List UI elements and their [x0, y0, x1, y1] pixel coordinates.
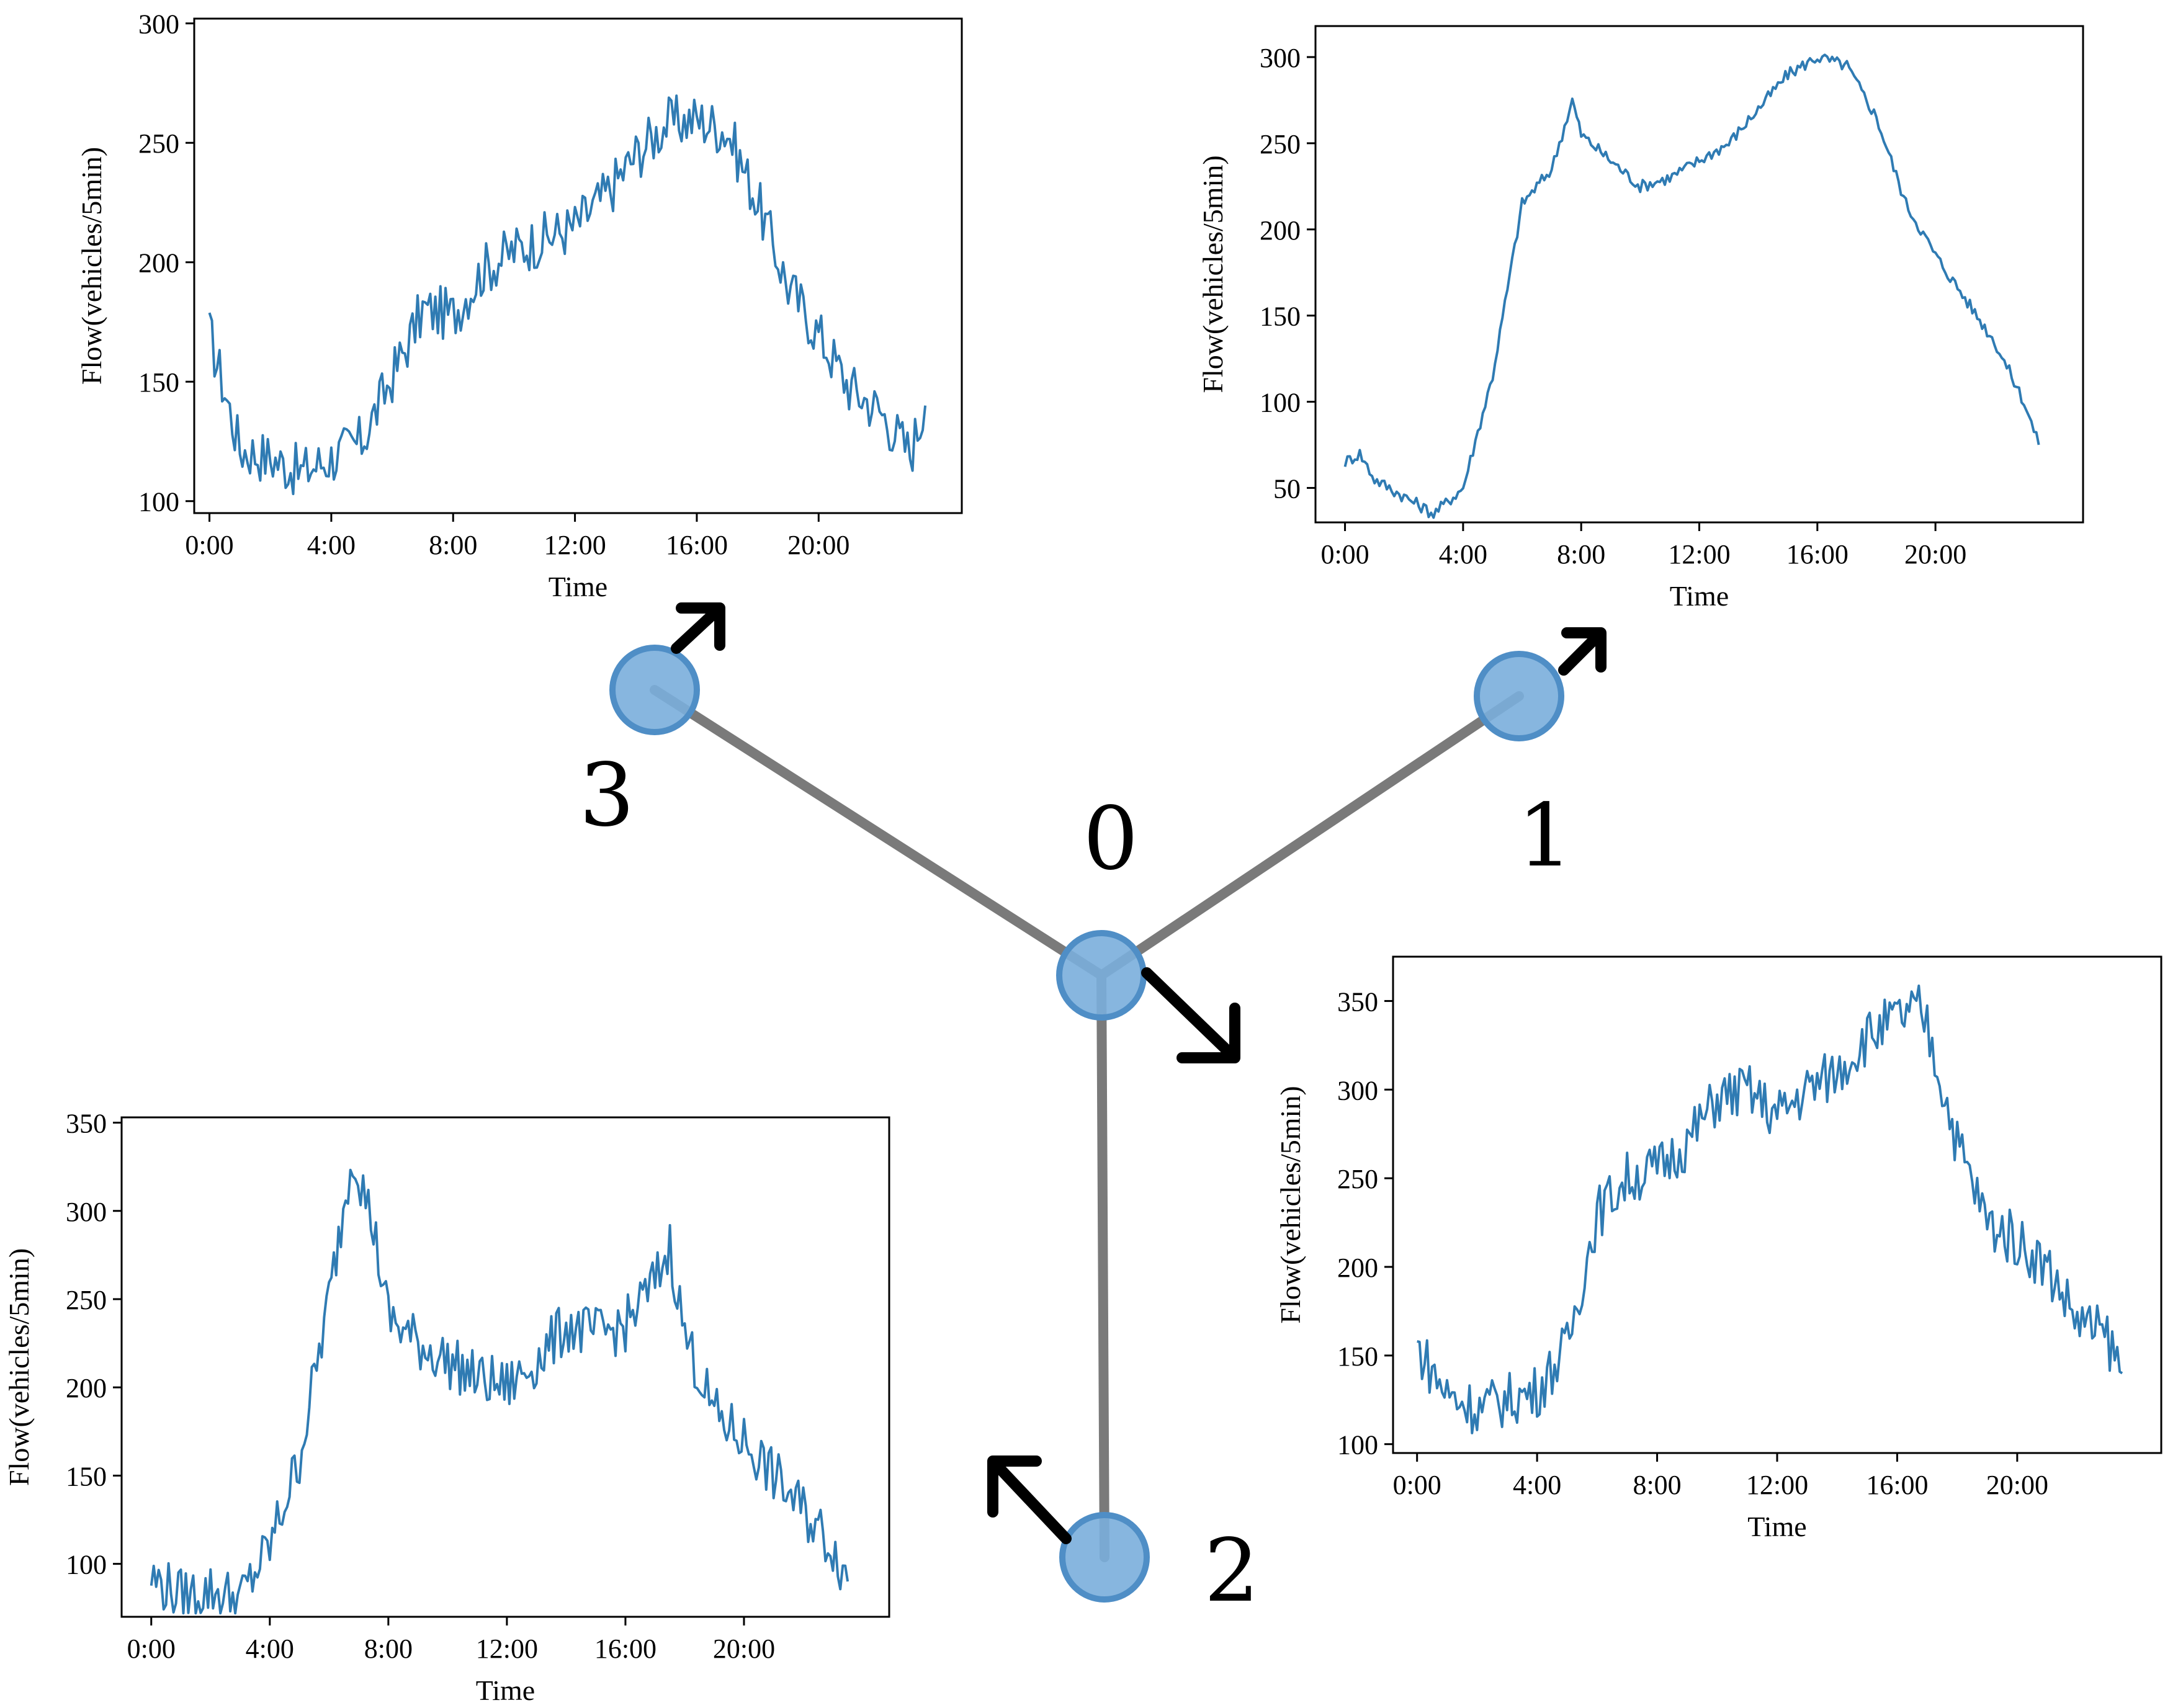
y-axis-label: Flow(vehicles/5min)	[1197, 155, 1229, 393]
y-tick-label: 300	[138, 9, 179, 40]
x-tick-label: 20:00	[1986, 1470, 2048, 1500]
y-tick-label: 250	[138, 128, 179, 159]
y-tick-label: 300	[66, 1197, 107, 1227]
x-tick-label: 12:00	[1668, 539, 1730, 570]
x-tick-label: 16:00	[1786, 539, 1849, 570]
x-tick-label: 8:00	[429, 530, 477, 560]
x-tick-label: 4:00	[1439, 539, 1487, 570]
x-tick-label: 4:00	[1513, 1470, 1561, 1500]
x-tick-label: 8:00	[1633, 1470, 1681, 1500]
plot-frame	[1314, 25, 2084, 524]
edge-0-2	[1096, 970, 1109, 1562]
flow-direction-arrow-1	[1558, 627, 1607, 676]
chart-node-1: 50 100 150 200 250 300 0:00 4:00 8:00 12:00 16:00 2…	[1197, 25, 2084, 612]
y-tick-label: 250	[1337, 1164, 1378, 1194]
node-label-3: 3	[579, 745, 634, 846]
road-network-graph: 0 1 2 3	[579, 602, 1607, 1622]
x-tick-label: 0:00	[127, 1634, 176, 1664]
y-tick-label: 150	[1337, 1341, 1378, 1372]
x-axis-label: Time	[1670, 580, 1729, 612]
chart-node-3: 100 150 200 250 300 0:00 4:00 8:00 12:00 16:00 20:…	[76, 9, 963, 602]
plot-frame	[193, 17, 963, 514]
node-label-2: 2	[1204, 1521, 1259, 1622]
y-tick-label: 200	[138, 248, 179, 279]
x-tick-label: 4:00	[307, 530, 356, 560]
x-tick-label: 8:00	[1557, 539, 1605, 570]
node-label-1: 1	[1517, 785, 1572, 887]
chart-node-2: 100 150 200 250 300 350 0:00 4:00 8:00 12:00 16:00…	[3, 1109, 890, 1706]
x-tick-label: 20:00	[1904, 539, 1966, 570]
x-axis-label: Time	[549, 571, 607, 602]
node-label-0: 0	[1083, 789, 1138, 890]
x-tick-label: 0:00	[1393, 1470, 1441, 1500]
x-tick-label: 16:00	[1866, 1470, 1928, 1500]
y-tick-label: 200	[1260, 215, 1301, 246]
x-tick-label: 0:00	[185, 530, 233, 560]
flow-series-line	[150, 1168, 849, 1615]
edge-0-3	[650, 685, 1106, 980]
x-tick-label: 16:00	[594, 1634, 657, 1664]
y-tick-label: 200	[66, 1373, 107, 1403]
edge-0-1	[1096, 691, 1524, 980]
y-axis-label: Flow(vehicles/5min)	[1275, 1086, 1306, 1323]
x-tick-label: 8:00	[364, 1634, 413, 1664]
y-tick-label: 100	[138, 487, 179, 517]
flow-direction-arrow-3	[671, 602, 725, 654]
y-tick-label: 300	[1260, 43, 1301, 73]
x-tick-label: 12:00	[476, 1634, 538, 1664]
flow-series-line	[1417, 984, 2123, 1434]
flow-direction-arrow-0	[1141, 967, 1240, 1063]
y-tick-label: 100	[66, 1550, 107, 1580]
chart-node-0: 100 150 200 250 300 350 0:00 4:00 8:00 12:00 16:00…	[1275, 955, 2162, 1542]
y-axis-label: Flow(vehicles/5min)	[76, 147, 107, 385]
node-3[interactable]	[609, 645, 700, 735]
x-axis-label: Time	[1747, 1511, 1806, 1542]
y-axis-label: Flow(vehicles/5min)	[3, 1248, 35, 1486]
x-tick-label: 20:00	[713, 1634, 775, 1664]
y-tick-label: 350	[1337, 986, 1378, 1017]
flow-direction-arrow-2	[987, 1455, 1072, 1544]
y-tick-label: 150	[1260, 302, 1301, 332]
x-tick-label: 4:00	[246, 1634, 294, 1664]
node-2[interactable]	[1059, 1512, 1150, 1603]
y-tick-label: 250	[66, 1285, 107, 1315]
x-tick-label: 16:00	[666, 530, 728, 560]
x-tick-label: 12:00	[544, 530, 606, 560]
x-tick-label: 0:00	[1320, 539, 1369, 570]
y-tick-label: 150	[66, 1461, 107, 1491]
x-tick-label: 12:00	[1746, 1470, 1808, 1500]
node-0[interactable]	[1056, 930, 1147, 1021]
y-tick-label: 100	[1260, 388, 1301, 418]
x-axis-label: Time	[476, 1674, 535, 1706]
y-tick-label: 350	[66, 1109, 107, 1139]
x-tick-label: 20:00	[787, 530, 849, 560]
flow-series-line	[208, 94, 927, 496]
y-tick-label: 50	[1273, 473, 1301, 504]
y-tick-label: 300	[1337, 1075, 1378, 1106]
node-1[interactable]	[1474, 651, 1564, 741]
plot-frame	[1392, 955, 2162, 1454]
y-tick-label: 100	[1337, 1430, 1378, 1460]
plot-frame	[120, 1116, 890, 1618]
y-tick-label: 150	[138, 367, 179, 398]
flow-series-line	[1343, 53, 2040, 519]
y-tick-label: 200	[1337, 1253, 1378, 1283]
y-tick-label: 250	[1260, 129, 1301, 159]
